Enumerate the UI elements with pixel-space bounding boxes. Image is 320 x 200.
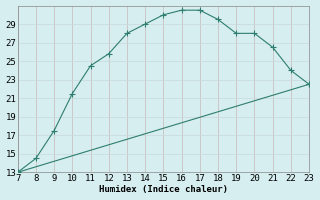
X-axis label: Humidex (Indice chaleur): Humidex (Indice chaleur)	[99, 185, 228, 194]
